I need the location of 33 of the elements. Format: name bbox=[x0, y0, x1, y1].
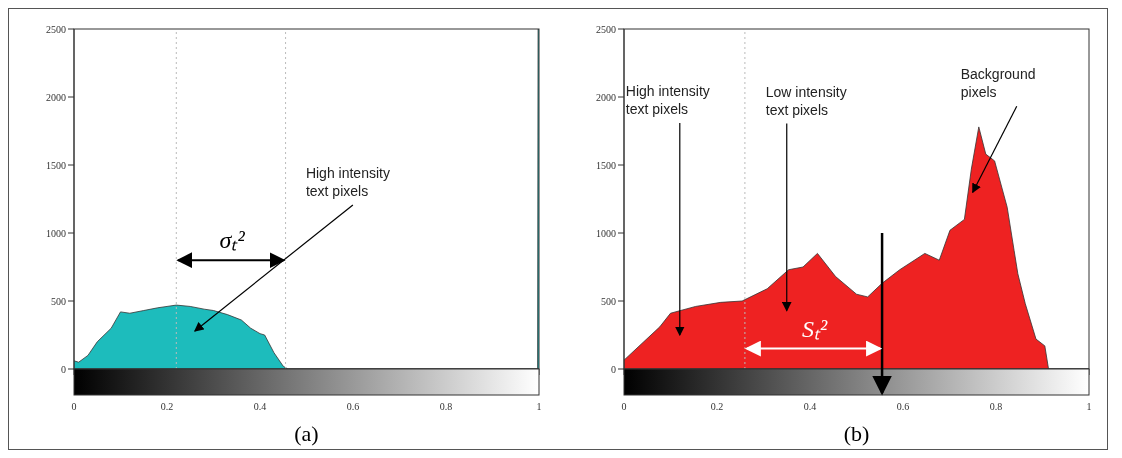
y-tick-label: 2500 bbox=[596, 23, 616, 35]
x-tick-label: 0.2 bbox=[160, 401, 174, 413]
figure-frame: 0 0.2 0.4 0.6 0.8 1 0 500 1000 1500 2000 2500 σₜ² High intensity text pixels (a) 0 0.2 0.4 0.6 0.8 1 0 500 1000 1500 2000 2500 Sₜ² High intensity text pixels Low intensity text pixels Background pixels (b) bbox=[8, 8, 1108, 450]
y-tick-label: 1500 bbox=[596, 159, 616, 171]
annotation: Background pixels bbox=[960, 66, 1036, 101]
y-tick-label: 1500 bbox=[46, 159, 66, 171]
x-tick-label: 1 bbox=[536, 401, 542, 413]
y-tick-label: 0 bbox=[61, 363, 66, 375]
x-tick-label: 0 bbox=[621, 401, 627, 413]
x-tick-label: 0.6 bbox=[896, 401, 910, 413]
annotation: Sₜ² bbox=[802, 315, 829, 342]
text: (b) bbox=[842, 421, 871, 447]
x-tick-label: 1 bbox=[1086, 401, 1092, 413]
y-tick-label: 2500 bbox=[46, 23, 66, 35]
x-tick-label: 0.8 bbox=[989, 401, 1003, 413]
y-tick-label: 2000 bbox=[46, 91, 66, 103]
x-tick-label: 0.2 bbox=[710, 401, 724, 413]
x-tick-label: 0 bbox=[71, 401, 77, 413]
y-tick-label: 2000 bbox=[596, 91, 616, 103]
annotation: High intensity text pixels bbox=[625, 83, 710, 117]
x-tick-label: 0.6 bbox=[346, 401, 360, 413]
y-tick-label: 0 bbox=[611, 363, 616, 375]
y-tick-label: 1000 bbox=[596, 227, 616, 239]
x-tick-label: 0.4 bbox=[253, 401, 267, 413]
y-tick-label: 500 bbox=[51, 295, 66, 307]
annotation: Low intensity text pixels bbox=[765, 83, 847, 118]
x-tick-label: 0.4 bbox=[803, 401, 817, 413]
y-tick-label: 500 bbox=[601, 295, 616, 307]
annotation: High intensity text pixels bbox=[305, 164, 390, 199]
y-tick-label: 1000 bbox=[46, 227, 66, 239]
x-tick-label: 0.8 bbox=[439, 401, 453, 413]
text: (a) bbox=[293, 421, 320, 447]
annotation: σₜ² bbox=[219, 227, 246, 254]
